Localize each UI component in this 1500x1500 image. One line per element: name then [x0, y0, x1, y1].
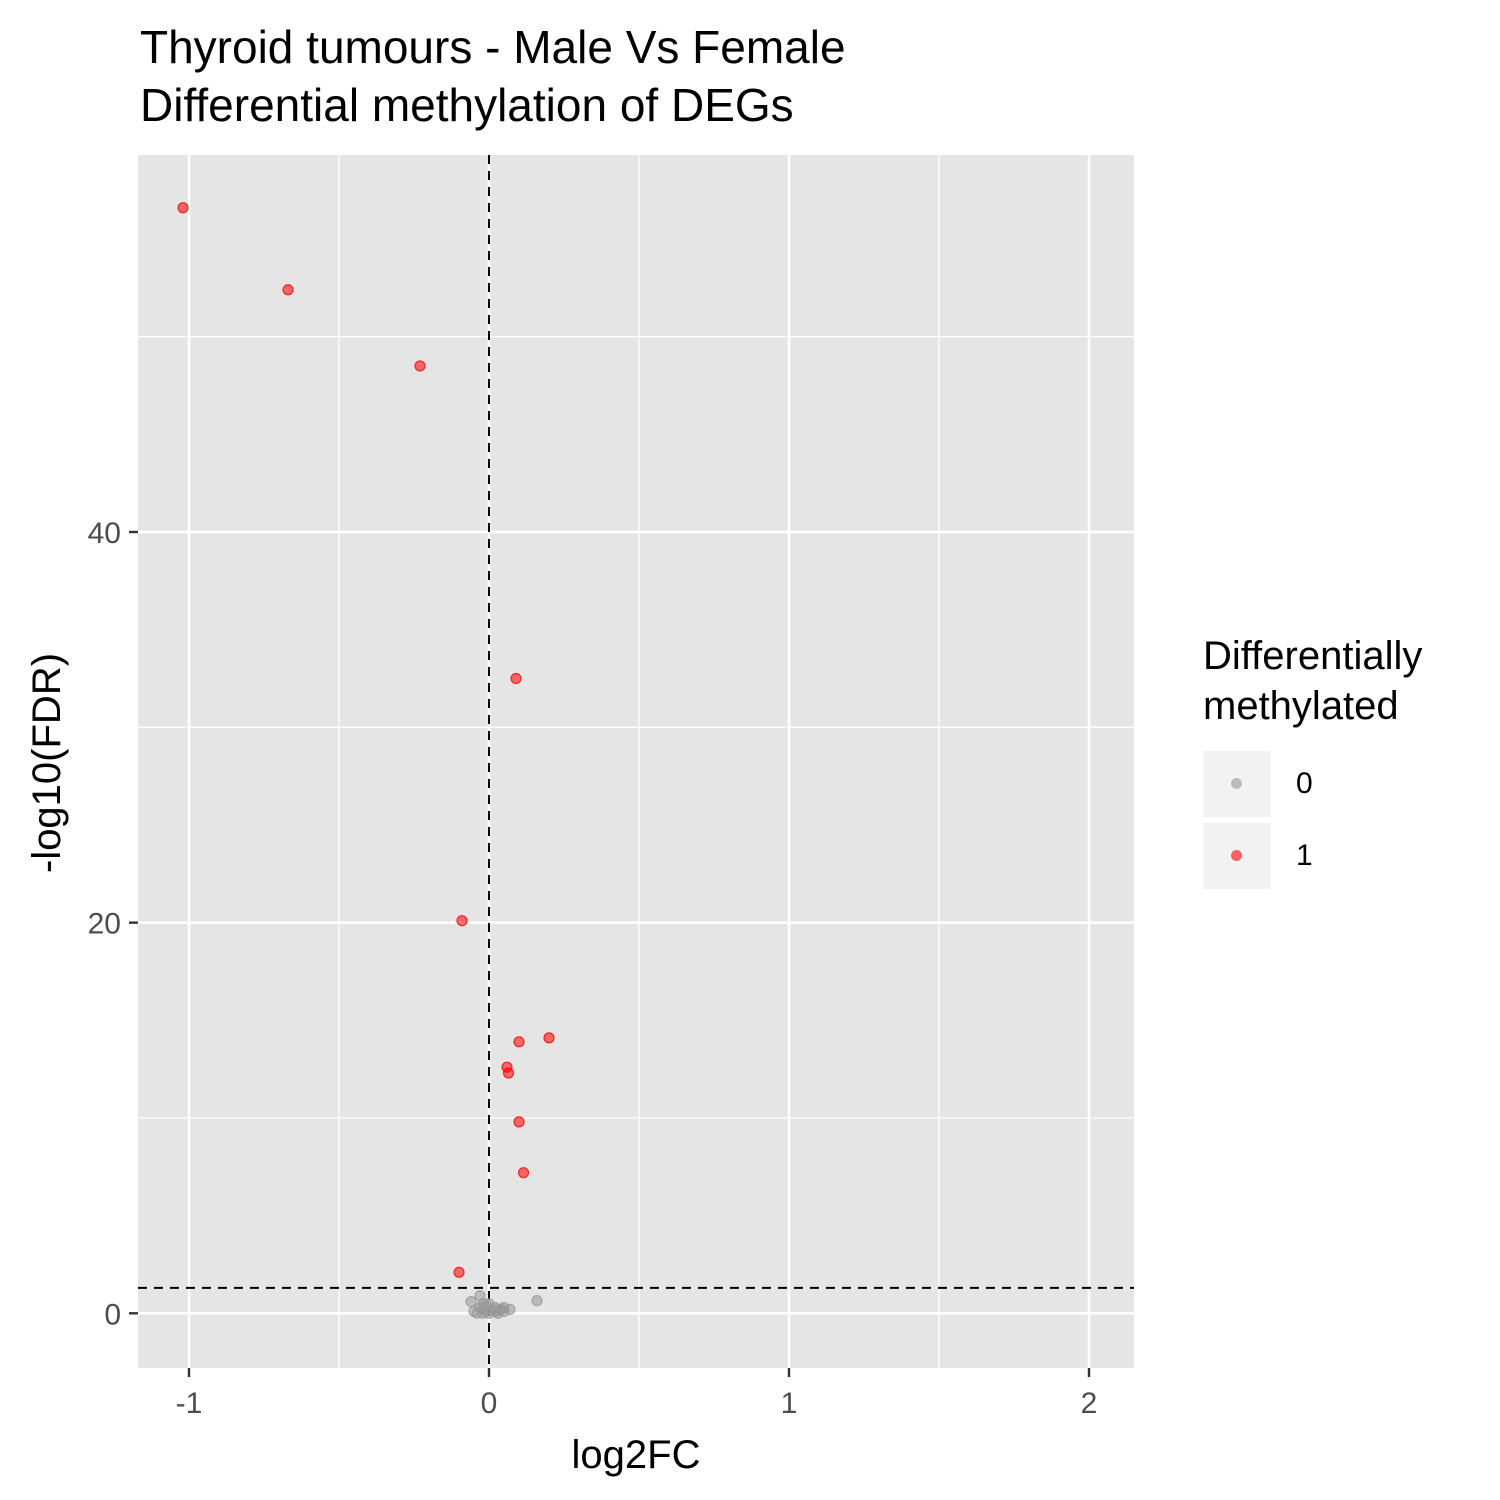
major-gridlines [138, 155, 1134, 1368]
legend-marker-0 [1232, 779, 1241, 788]
x-axis-label: log2FC [572, 1433, 701, 1477]
data-point-group-1 [513, 1036, 525, 1048]
x-tick-label: 0 [481, 1387, 498, 1420]
data-point-group-0 [492, 1304, 504, 1316]
data-point-group-0 [477, 1307, 489, 1319]
legend-key-0 [1203, 751, 1271, 817]
y-tick-label: 0 [104, 1298, 121, 1331]
data-point-group-0 [531, 1295, 543, 1307]
data-point-group-1 [513, 1116, 525, 1128]
legend-title-line-2: methylated [1203, 684, 1399, 728]
y-axis-label: -log10(FDR) [25, 653, 69, 873]
chart-title: Thyroid tumours - Male Vs Female [140, 21, 846, 73]
x-tick-label: 2 [1081, 1387, 1098, 1420]
legend-marker-1 [1232, 851, 1241, 860]
data-point-group-1 [453, 1266, 465, 1278]
legend-title-line-1: Differentially [1203, 634, 1423, 678]
data-point-group-1 [177, 202, 189, 214]
legend-label-1: 1 [1296, 839, 1313, 872]
data-point-group-1 [414, 360, 426, 372]
x-tick-label: 1 [781, 1387, 798, 1420]
data-point-group-1 [456, 915, 468, 927]
data-point-group-1 [510, 672, 522, 685]
legend-key-1 [1203, 823, 1271, 889]
data-point-group-1 [502, 1067, 515, 1079]
chart-subtitle: Differential methylation of DEGs [140, 79, 794, 131]
data-points [177, 202, 555, 1319]
data-point-group-1 [543, 1032, 555, 1044]
legend-label-0: 0 [1296, 767, 1313, 800]
data-point-group-0 [465, 1295, 477, 1308]
y-tick-label: 20 [88, 908, 121, 941]
reference-lines [138, 155, 1134, 1368]
data-point-group-1 [517, 1167, 530, 1179]
y-tick-label: 40 [88, 517, 121, 550]
data-point-group-0 [504, 1303, 516, 1316]
data-point-group-1 [282, 284, 294, 296]
plot-panel [138, 155, 1134, 1368]
x-tick-label: -1 [176, 1387, 203, 1420]
minor-gridlines [138, 155, 1134, 1368]
